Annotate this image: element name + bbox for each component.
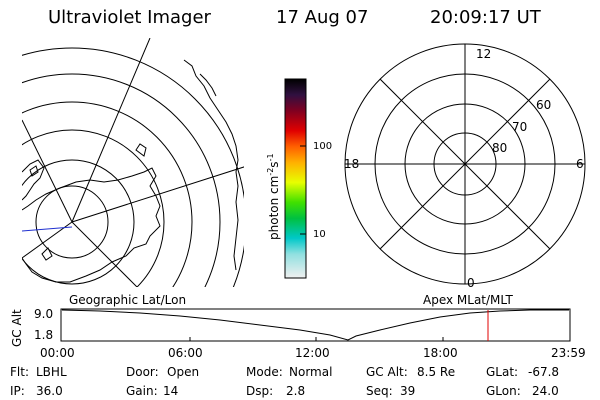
- colorbar-label-sup2: -1: [266, 153, 275, 162]
- satellite-track-line: [22, 226, 73, 232]
- altitude-xtick-0600: 06:00: [168, 346, 203, 360]
- altitude-ytick-1-8: 1.8: [34, 328, 54, 342]
- observation-time: 20:09:17 UT: [430, 7, 541, 28]
- ip-value: 36.0: [36, 384, 63, 398]
- altitude-ylabel: GC Alt: [10, 309, 24, 347]
- mode-label: Mode:: [246, 365, 283, 379]
- altitude-ytick-9: 9.0: [34, 307, 54, 321]
- door-label: Door:: [126, 365, 159, 379]
- mlt-label-0: 0: [467, 276, 475, 290]
- altitude-xtick-0000: 00:00: [40, 346, 75, 360]
- dsp-value: 2.8: [286, 384, 306, 398]
- colorbar-tick-100: 100: [313, 141, 333, 152]
- altitude-xtick-1200: 12:00: [295, 346, 330, 360]
- filter-label: Flt:: [10, 365, 29, 379]
- filter-value: LBHL: [36, 365, 67, 379]
- seq-label: Seq:: [366, 384, 393, 398]
- gcalt-label: GC Alt:: [366, 365, 408, 379]
- colorbar-label: photon cm-2s-1: [266, 153, 281, 240]
- mlt-label-18: 18: [344, 157, 360, 171]
- gcalt-value: 8.5 Re: [417, 365, 456, 379]
- dsp-label: Dsp:: [246, 384, 274, 398]
- instrument-title: Ultraviolet Imager: [48, 7, 211, 28]
- mlat-label-60: 60: [536, 98, 552, 112]
- colorbar-tick-10: 10: [313, 229, 326, 240]
- mlt-label-6: 6: [576, 157, 584, 171]
- colorbar: [284, 78, 307, 279]
- geographic-map: [22, 38, 244, 287]
- gain-label: Gain:: [126, 384, 158, 398]
- gain-value: 14: [163, 384, 179, 398]
- colorbar-label-mid: s: [267, 161, 281, 168]
- glon-label: GLon:: [486, 384, 521, 398]
- seq-value: 39: [400, 384, 416, 398]
- glat-label: GLat:: [486, 365, 519, 379]
- ip-label: IP:: [10, 384, 25, 398]
- glon-value: 24.0: [532, 384, 559, 398]
- mlat-label-70: 70: [512, 120, 528, 134]
- apex-label: Apex MLat/MLT: [423, 293, 513, 307]
- door-value: Open: [167, 365, 200, 379]
- observation-date: 17 Aug 07: [276, 7, 369, 28]
- glat-value: -67.8: [528, 365, 560, 379]
- altitude-plot: [60, 308, 571, 342]
- geographic-label: Geographic Lat/Lon: [69, 293, 187, 307]
- altitude-xtick-1800: 18:00: [423, 346, 458, 360]
- colorbar-label-text: photon cm: [267, 175, 281, 240]
- mlat-label-80: 80: [492, 141, 508, 155]
- colorbar-label-sup1: -2: [266, 167, 275, 176]
- mode-value: Normal: [289, 365, 333, 379]
- polar-mlat-mlt-plot: [344, 43, 586, 285]
- mlt-label-12: 12: [476, 47, 492, 61]
- altitude-xtick-2359: 23:59: [551, 346, 586, 360]
